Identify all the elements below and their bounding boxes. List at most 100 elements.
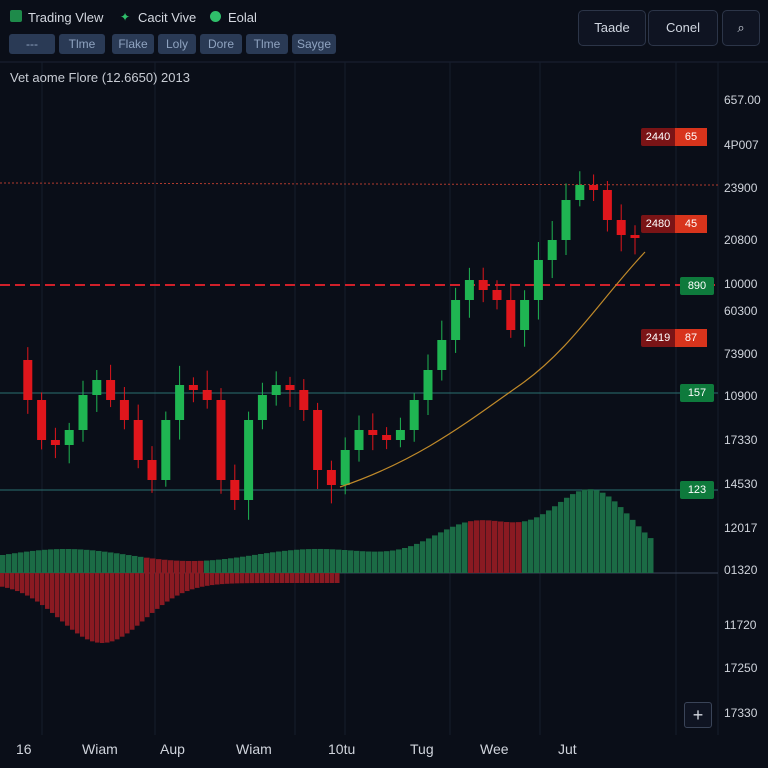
histogram-bar (115, 573, 120, 640)
histogram-bar (420, 541, 426, 573)
histogram-bar (72, 549, 78, 573)
histogram-bar (240, 556, 246, 573)
candle (492, 290, 502, 300)
histogram-bar (230, 573, 235, 584)
symbol[interactable]: Cacit Vive (138, 10, 197, 25)
histogram-bar (45, 573, 50, 609)
histogram-bar (498, 521, 504, 573)
histogram-bar (40, 573, 45, 606)
histogram-bar (156, 559, 162, 573)
histogram-bar (35, 573, 40, 602)
histogram-bar (25, 573, 30, 596)
tool-button[interactable]: Tlme (59, 34, 105, 54)
tool-button[interactable]: Loly (158, 34, 196, 54)
time-axis-label: Aup (160, 741, 185, 757)
histogram-bar (105, 573, 110, 643)
histogram-bar (335, 573, 340, 583)
search-button[interactable]: ⌕ (722, 10, 760, 46)
histogram-bar (30, 573, 35, 599)
histogram-bar (318, 548, 324, 573)
histogram-bar (186, 560, 192, 573)
histogram-bar (648, 538, 654, 573)
histogram-bar (215, 573, 220, 585)
histogram-bar (462, 522, 468, 573)
histogram-bar (642, 532, 648, 573)
candle (437, 340, 447, 370)
histogram-bar (70, 573, 75, 630)
histogram-bar (260, 573, 265, 584)
histogram-bar (282, 550, 288, 573)
histogram-bar (165, 573, 170, 602)
histogram-bar (108, 552, 114, 573)
histogram-bar (160, 573, 165, 606)
histogram-bar (96, 550, 102, 573)
histogram-bar (90, 550, 96, 573)
candle (382, 435, 392, 440)
candle (354, 430, 364, 450)
price-axis-label: 20800 (724, 233, 758, 247)
histogram-bar (36, 550, 42, 573)
histogram-bar (582, 489, 588, 573)
candle (37, 400, 47, 440)
histogram-bar (126, 555, 132, 573)
histogram-bar (354, 550, 360, 573)
time-axis-label: Jut (558, 741, 577, 757)
candle (92, 380, 102, 395)
histogram-bar (246, 555, 252, 573)
price-axis-label: 10900 (724, 389, 758, 403)
tool-button[interactable]: Sayge (292, 34, 336, 54)
histogram-bar (125, 573, 130, 634)
candle (630, 235, 640, 238)
histogram-bar (192, 560, 198, 573)
histogram-bar (540, 514, 546, 573)
price-axis-label: 14530 (724, 477, 758, 491)
histogram-bar (280, 573, 285, 584)
histogram-bar (235, 573, 240, 584)
histogram-bar (426, 538, 432, 573)
brand[interactable]: Trading Vlew (28, 10, 104, 25)
price-axis-label: 23900 (724, 181, 758, 195)
price-tag-label: 890 (687, 280, 707, 292)
histogram-bar (6, 554, 12, 573)
histogram-bar (170, 573, 175, 599)
histogram-bar (315, 573, 320, 584)
histogram-bar (65, 573, 70, 626)
add-button[interactable]: + (684, 702, 712, 728)
histogram-bar (30, 550, 36, 573)
candle (326, 470, 336, 485)
candle (230, 480, 240, 500)
histogram-bar (90, 573, 95, 642)
histogram-bar (552, 506, 558, 573)
candle (271, 385, 281, 395)
tool-button[interactable]: --- (9, 34, 55, 54)
cancel-button[interactable]: Conel (648, 10, 718, 46)
histogram-bar (310, 573, 315, 584)
tool-button[interactable]: Flake (112, 34, 154, 54)
histogram-bar (222, 559, 228, 573)
time-axis-label: 10tu (328, 741, 356, 757)
histogram-bar (300, 573, 305, 584)
level-line (0, 182, 719, 186)
histogram-bar (198, 560, 204, 573)
time-axis-label: Tug (410, 741, 434, 757)
price-tag-label: 2419 (645, 332, 671, 344)
candle (575, 185, 585, 200)
histogram-bar (522, 521, 528, 573)
histogram-bar (60, 573, 65, 622)
tool-button[interactable]: Tlme (246, 34, 288, 54)
candle (257, 395, 267, 420)
histogram-bar (546, 510, 552, 573)
candle (547, 240, 557, 260)
trade-button[interactable]: Taade (578, 10, 646, 46)
histogram-bar (564, 497, 570, 573)
histogram-bar (324, 549, 330, 573)
histogram-bar (120, 573, 125, 637)
tool-button[interactable]: Dore (200, 34, 242, 54)
histogram-bar (114, 553, 120, 573)
histogram-bar (570, 494, 576, 573)
histogram-bar (216, 559, 222, 573)
histogram-bar (588, 489, 594, 573)
histogram-bar (5, 573, 10, 588)
trend-line (339, 251, 646, 488)
candle (478, 280, 488, 290)
